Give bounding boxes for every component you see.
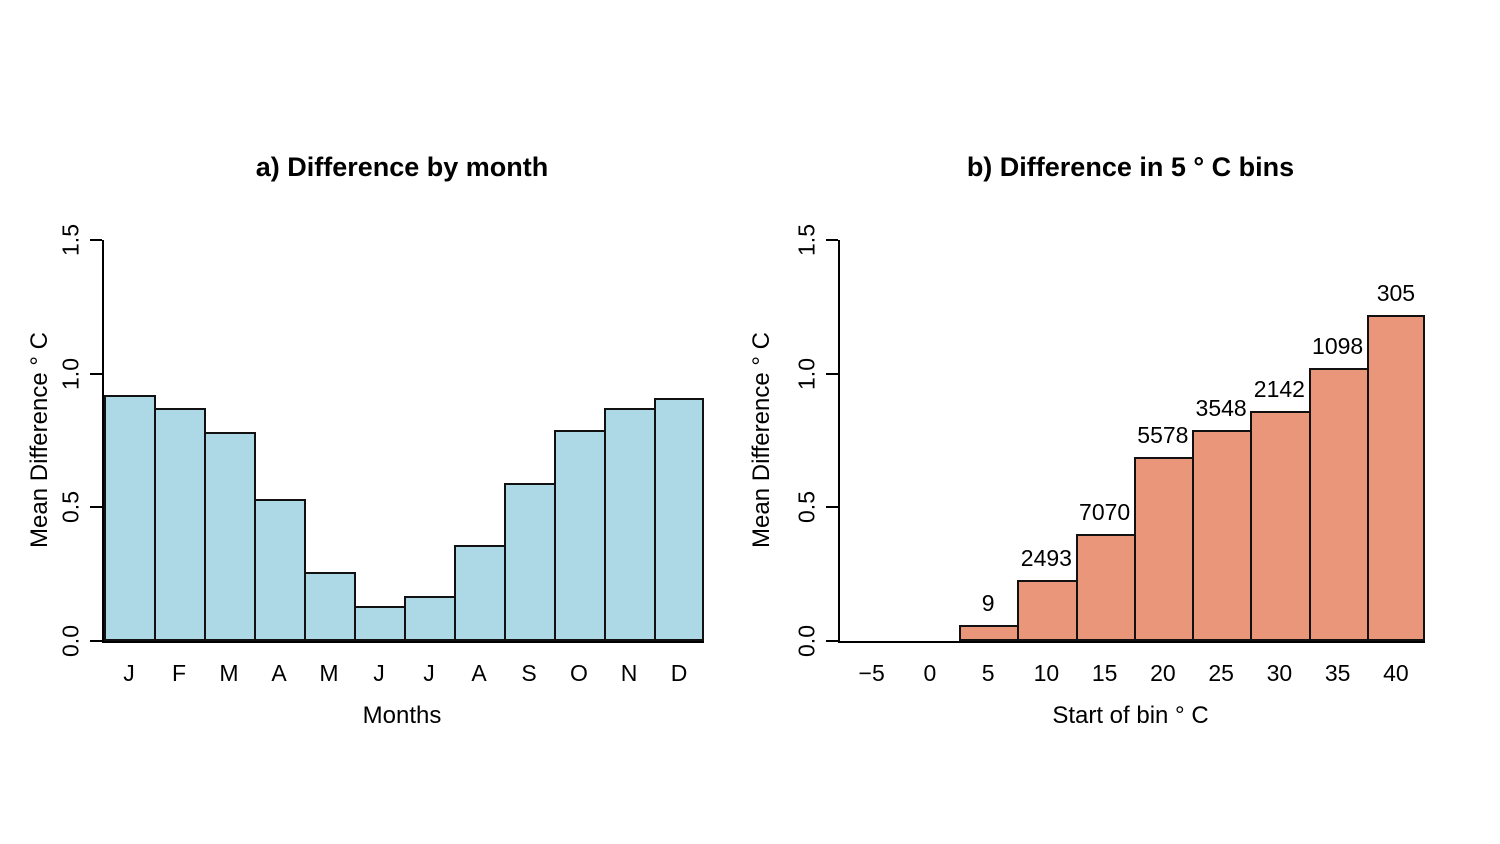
- x-tick-label: 35: [1324, 660, 1351, 686]
- plot-area-b: 9 2493 7070 5578 3548 2142 1098 305 0.0 0.5 1.0 1.5…: [794, 224, 1425, 686]
- chart-title-a: a) Difference by month: [255, 152, 549, 182]
- y-tick-label: 0.5: [57, 491, 84, 524]
- y-tick-label: 0.0: [793, 625, 820, 657]
- bar-40: [1366, 314, 1425, 641]
- x-tick-label: 5: [981, 660, 995, 686]
- y-tick: [90, 372, 102, 375]
- y-tick-label: 0.5: [793, 491, 820, 524]
- bar-30: [1250, 411, 1311, 641]
- x-tick-label: 0: [923, 660, 937, 686]
- bar-25: [1192, 429, 1253, 641]
- y-tick: [826, 506, 838, 509]
- x-category-label: D: [670, 660, 688, 686]
- y-tick: [826, 372, 838, 375]
- y-tick: [826, 239, 838, 241]
- y-tick-label: 1.0: [793, 357, 820, 390]
- bar-20: [1133, 456, 1194, 641]
- bar-count-label: 1098: [1312, 333, 1364, 360]
- y-axis-label-a: Mean Difference ° C: [26, 332, 53, 548]
- x-category-label: J: [123, 660, 135, 686]
- bar-J: [404, 595, 456, 641]
- x-category-label: A: [271, 660, 287, 686]
- bar-5: [959, 624, 1020, 641]
- bar-A: [454, 544, 506, 641]
- bar-J: [104, 395, 156, 641]
- bar-M: [204, 432, 256, 641]
- x-category-label: M: [319, 660, 339, 686]
- bar-M: [304, 571, 356, 641]
- bar-count-label: 2493: [1020, 544, 1072, 571]
- x-axis-label-a: Months: [362, 702, 442, 729]
- y-axis-label-b: Mean Difference ° C: [748, 332, 775, 548]
- bar-D: [654, 397, 704, 641]
- y-tick-label: 1.5: [57, 224, 84, 256]
- bar-count-label: 5578: [1137, 421, 1189, 448]
- bar-35: [1308, 368, 1369, 641]
- x-category-label: M: [219, 660, 239, 686]
- bar-A: [254, 499, 306, 641]
- bar-O: [554, 429, 606, 641]
- bar-S: [504, 483, 556, 641]
- plot-area-a: 0.0 0.5 1.0 1.5 J F M A M J J A S O N D: [58, 224, 704, 686]
- bar-count-label: 7070: [1079, 499, 1131, 526]
- x-axis-label-b: Start of bin ° C: [1052, 702, 1209, 729]
- y-tick-label: 1.0: [57, 357, 84, 390]
- x-tick-label: 20: [1150, 660, 1176, 686]
- bar-10: [1017, 579, 1078, 641]
- y-tick-label: 1.5: [793, 224, 820, 256]
- x-tick-label: 25: [1208, 660, 1234, 686]
- y-tick: [90, 506, 102, 509]
- x-tick-label: 30: [1266, 660, 1293, 686]
- x-category-label: A: [471, 660, 487, 686]
- bar-count-label: 9: [981, 589, 995, 616]
- bar-count-label: 3548: [1195, 394, 1247, 421]
- x-category-label: O: [570, 660, 588, 686]
- y-tick: [90, 239, 102, 241]
- chart-title-b: b) Difference in 5 ° C bins: [966, 152, 1295, 182]
- x-category-label: S: [521, 660, 537, 686]
- bar-15: [1075, 534, 1136, 641]
- bar-count-label: 2142: [1253, 376, 1305, 403]
- x-category-label: J: [373, 660, 385, 686]
- x-category-label: N: [620, 660, 638, 686]
- y-tick: [90, 640, 102, 642]
- x-tick-label: 15: [1091, 660, 1118, 686]
- bar-F: [154, 408, 206, 641]
- y-tick: [826, 640, 838, 642]
- x-tick-label: 40: [1383, 660, 1409, 686]
- bar-N: [604, 408, 656, 641]
- x-tick-label: 10: [1033, 660, 1060, 686]
- x-category-label: F: [171, 660, 187, 686]
- y-tick-label: 0.0: [57, 625, 84, 657]
- bar-count-label: 305: [1376, 279, 1416, 306]
- x-tick-label: −5: [858, 660, 885, 686]
- bar-J: [354, 606, 406, 641]
- x-category-label: J: [423, 660, 435, 686]
